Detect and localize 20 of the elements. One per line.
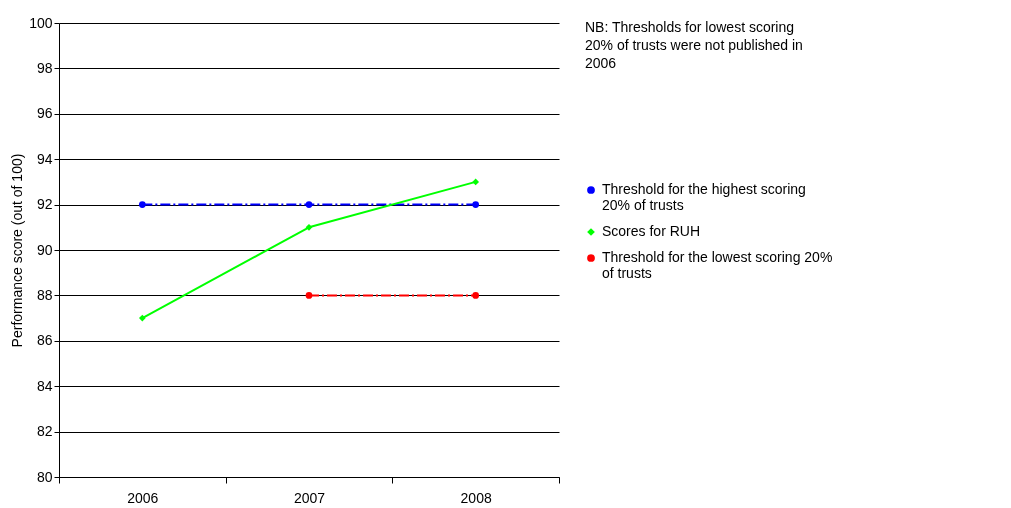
y-axis-title: Performance score (out of 100) xyxy=(9,153,26,348)
x-tick-label: 2006 xyxy=(127,489,159,506)
y-tick-label: 84 xyxy=(36,377,53,394)
x-tick-label: 2007 xyxy=(293,489,326,506)
y-tick-label: 80 xyxy=(36,468,53,485)
point xyxy=(305,292,313,299)
text: NB: Thresholds for lowest scoring 20% of trusts were not published in 2006 xyxy=(585,18,804,72)
legend-label: Threshold for the lowest scoring 20% of trusts xyxy=(602,249,833,281)
y-tick-label: 86 xyxy=(36,332,53,349)
y-tick-label: 100 xyxy=(29,14,53,31)
x-tick-label: 2008 xyxy=(460,489,492,506)
y-tick-label: 92 xyxy=(36,196,53,213)
legend-label: Scores for RUH xyxy=(602,223,701,239)
y-tick-label: 82 xyxy=(36,423,53,440)
y-tick-label: 96 xyxy=(36,105,53,122)
y-tick-label: 88 xyxy=(36,286,53,303)
y-tick-label: 90 xyxy=(36,241,53,258)
legend-label: Threshold for the highest scoring 20% of trusts xyxy=(602,181,806,213)
y-tick-label: 98 xyxy=(36,59,53,76)
y-tick-label: 94 xyxy=(36,150,53,167)
